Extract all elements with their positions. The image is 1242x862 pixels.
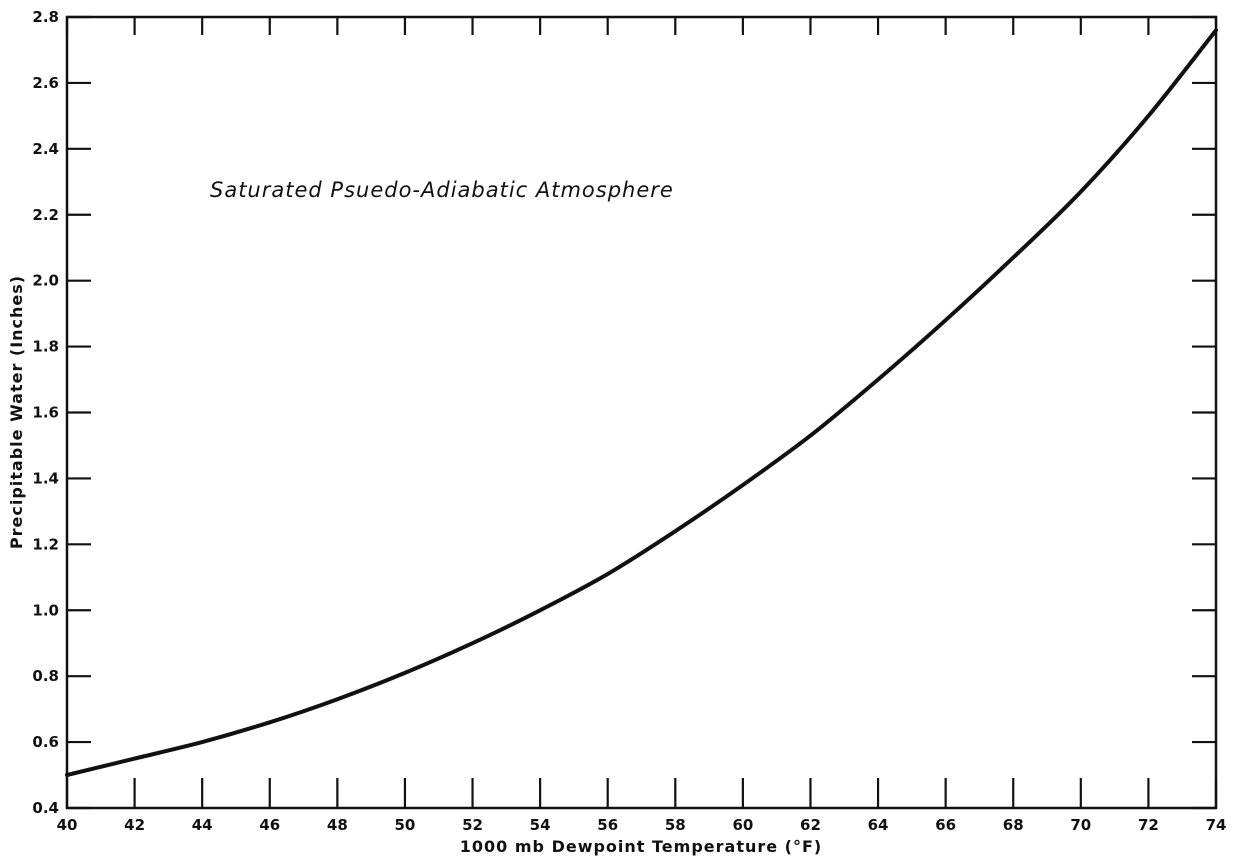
x-tick-label: 62	[800, 816, 821, 834]
x-tick-label: 68	[1003, 816, 1024, 834]
x-tick-label: 52	[462, 816, 483, 834]
x-tick-label: 48	[327, 816, 348, 834]
y-tick-label: 1.0	[32, 601, 59, 619]
x-axis-ticks	[65, 17, 1218, 808]
x-tick-label: 64	[868, 816, 889, 834]
x-axis-title: 1000 mb Dewpoint Temperature (°F)	[460, 837, 822, 856]
x-tick-label: 60	[732, 816, 753, 834]
y-tick-label: 2.4	[32, 140, 59, 158]
y-tick-label: 2.8	[32, 8, 59, 26]
y-tick-label: 0.4	[32, 799, 59, 817]
y-tick-label: 2.6	[32, 74, 59, 92]
y-tick-label: 2.0	[32, 272, 59, 290]
x-tick-label: 44	[192, 816, 213, 834]
y-axis-title: Precipitable Water (Inches)	[7, 275, 26, 549]
x-tick-label: 70	[1070, 816, 1091, 834]
y-tick-label: 1.4	[32, 469, 59, 487]
plot-frame	[65, 15, 1218, 810]
x-tick-label: 66	[935, 816, 956, 834]
x-tick-label: 58	[665, 816, 686, 834]
x-axis-tick-labels: 40 42 44 46 48 50 52 54 56 58 60 62 64 66 68 70 72 74	[57, 816, 1227, 834]
y-tick-label: 0.8	[32, 667, 59, 685]
x-tick-label: 72	[1138, 816, 1159, 834]
y-axis-ticks	[67, 15, 1216, 810]
y-axis-tick-labels: 0.4 0.6 0.8 1.0 1.2 1.4 1.6 1.8 2.0 2.2 2.4 2.6 2.8	[32, 8, 59, 817]
x-tick-label: 42	[124, 816, 145, 834]
y-tick-label: 0.6	[32, 733, 59, 751]
x-tick-label: 46	[259, 816, 280, 834]
x-tick-label: 50	[395, 816, 416, 834]
chart-annotation: Saturated Psuedo-Adiabatic Atmosphere	[210, 178, 674, 202]
y-tick-label: 1.2	[32, 535, 59, 553]
series-line	[65, 28, 1218, 777]
y-tick-label: 1.8	[32, 338, 59, 356]
x-tick-label: 40	[57, 816, 78, 834]
x-tick-label: 54	[530, 816, 551, 834]
x-tick-label: 56	[597, 816, 618, 834]
x-tick-label: 74	[1206, 816, 1227, 834]
y-tick-label: 2.2	[32, 206, 59, 224]
y-tick-label: 1.6	[32, 404, 59, 422]
